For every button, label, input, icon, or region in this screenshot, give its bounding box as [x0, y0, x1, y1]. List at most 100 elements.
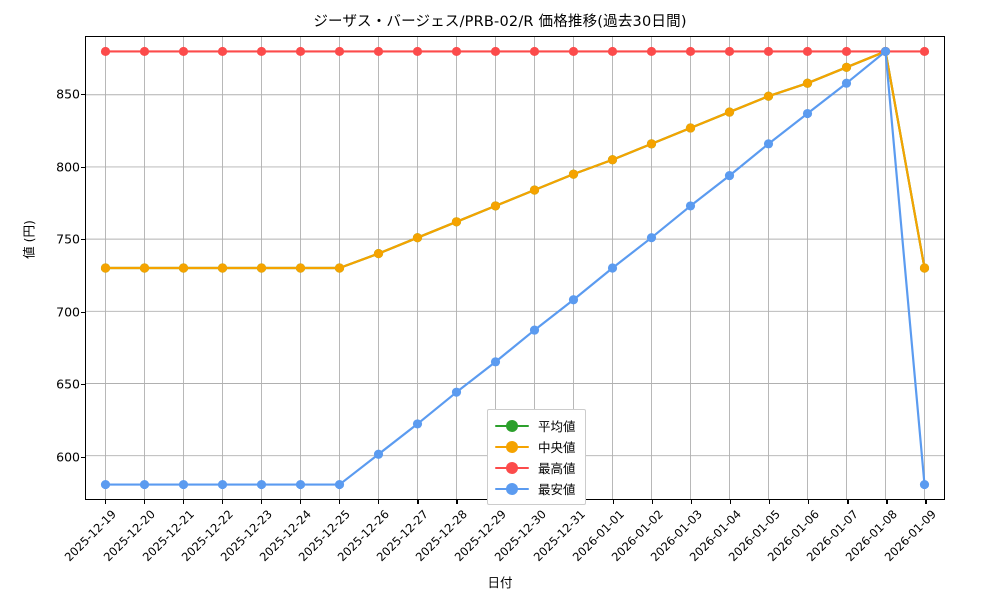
x-tick-mark	[456, 500, 458, 504]
y-tick-label: 750	[56, 231, 80, 247]
data-point	[529, 46, 540, 57]
data-point	[451, 46, 462, 57]
x-tick-mark	[143, 500, 145, 504]
data-point	[841, 46, 852, 57]
x-tick-mark	[260, 500, 263, 504]
x-tick-mark	[769, 500, 771, 504]
y-tick-mark	[81, 311, 85, 313]
data-point	[178, 263, 189, 273]
data-point	[373, 248, 384, 259]
legend-swatch	[495, 461, 529, 475]
data-point	[451, 217, 462, 227]
data-point	[646, 233, 657, 243]
legend-label: 最高値	[538, 461, 576, 476]
data-point	[529, 185, 540, 195]
legend-label: 平均値	[538, 419, 576, 434]
x-tick-mark	[339, 500, 341, 504]
data-point	[256, 263, 267, 273]
series-最安値	[100, 46, 930, 490]
legend-item-2[interactable]: 中央値	[495, 436, 576, 457]
data-point	[295, 46, 306, 57]
x-axis-title: 日付	[487, 575, 513, 590]
data-point	[334, 263, 345, 273]
y-axis-tick-labels: 600 650 700 750 800 850	[30, 36, 80, 500]
series-最高値	[100, 46, 930, 57]
data-point	[607, 46, 618, 57]
data-point	[139, 479, 150, 490]
legend-item-3[interactable]: 最高値	[495, 457, 576, 478]
data-point	[568, 46, 579, 57]
y-tick-mark	[81, 456, 85, 458]
legend-item-4[interactable]: 最安値	[495, 478, 576, 499]
data-point	[100, 479, 111, 490]
data-point	[217, 263, 228, 273]
data-point	[373, 449, 384, 459]
legend-marker-dot	[506, 482, 518, 495]
x-tick-mark	[417, 500, 419, 504]
y-tick-mark	[81, 166, 85, 168]
series-line	[104, 50, 926, 270]
series-中央値	[100, 46, 930, 273]
data-point	[802, 78, 813, 88]
data-point	[568, 295, 579, 305]
x-tick-mark	[104, 500, 106, 504]
data-point	[763, 139, 774, 149]
data-point	[334, 479, 345, 490]
data-point	[100, 46, 111, 57]
data-point	[490, 46, 501, 57]
data-point	[217, 46, 228, 57]
data-point	[256, 46, 267, 57]
legend-item-1[interactable]: 平均値	[495, 415, 576, 436]
data-point	[802, 108, 813, 119]
y-tick-mark	[81, 384, 85, 386]
x-tick-mark	[300, 500, 302, 504]
legend-swatch	[495, 440, 529, 454]
y-tick-mark	[81, 239, 85, 241]
y-tick-label: 850	[56, 86, 80, 102]
data-point	[217, 479, 228, 490]
data-series-layer	[100, 46, 930, 490]
y-tick-label: 700	[56, 304, 80, 319]
legend-swatch	[495, 419, 529, 433]
data-point	[919, 263, 930, 273]
data-point	[685, 46, 696, 57]
data-point	[724, 46, 735, 57]
chart-legend[interactable]: 平均値中央値最高値最安値	[487, 409, 586, 505]
data-point	[646, 139, 657, 149]
data-point	[412, 419, 423, 429]
data-point	[841, 62, 852, 72]
data-point	[724, 171, 735, 181]
y-tick-mark	[81, 94, 85, 96]
x-tick-mark	[182, 500, 185, 504]
data-point	[373, 46, 384, 57]
data-point	[100, 263, 111, 273]
data-point	[880, 46, 891, 57]
grid-lines	[86, 37, 944, 499]
data-point	[685, 123, 696, 133]
x-tick-mark	[651, 500, 654, 504]
x-tick-mark	[690, 500, 693, 504]
data-point	[607, 155, 618, 165]
data-point	[412, 233, 423, 243]
legend-label: 最安値	[538, 482, 576, 497]
data-point	[412, 46, 423, 57]
data-point	[802, 46, 813, 57]
data-point	[763, 91, 774, 101]
data-point	[919, 46, 930, 57]
data-point	[490, 357, 501, 367]
y-tick-label: 650	[56, 376, 80, 392]
legend-swatch	[495, 482, 529, 496]
data-point	[334, 46, 345, 57]
legend-marker-dot	[506, 461, 518, 474]
x-tick-mark	[612, 500, 615, 504]
chart-title: ジーザス・バージェス/PRB-02/R 価格推移(過去30日間)	[313, 14, 687, 30]
data-point	[919, 479, 930, 490]
data-point	[607, 263, 618, 273]
x-tick-mark	[730, 500, 732, 504]
data-point	[139, 263, 150, 273]
data-point	[451, 387, 462, 397]
y-tick-label: 800	[56, 159, 80, 174]
data-point	[763, 46, 774, 57]
legend-marker-dot	[506, 440, 518, 453]
